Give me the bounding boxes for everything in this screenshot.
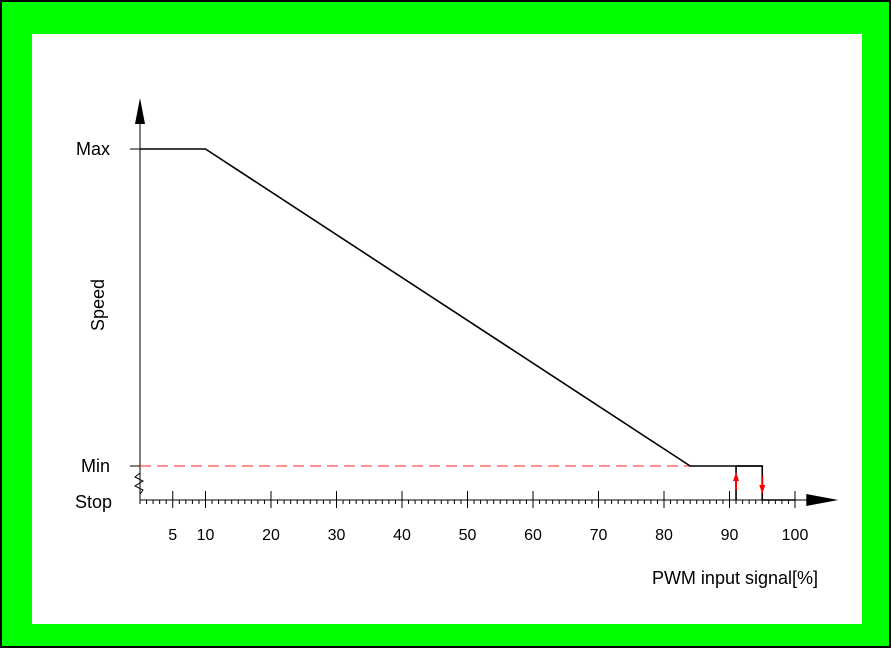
x-tick-label: 60	[524, 527, 542, 544]
y-axis-break-zigzag	[133, 472, 145, 495]
x-tick-label: 80	[655, 527, 673, 544]
x-tick-label: 70	[590, 527, 608, 544]
stop-arrow-down-icon	[759, 485, 766, 494]
x-ticks: 5 10 20 30 40 50 60 70 80 90 100	[139, 491, 809, 544]
restart-arrow-up-icon	[733, 472, 740, 481]
x-tick-label: 10	[197, 527, 215, 544]
y-label-min: Min	[81, 456, 110, 476]
x-axis-title: PWM input signal[%]	[652, 568, 818, 588]
x-tick-label: 90	[721, 527, 739, 544]
x-tick-label: 50	[459, 527, 477, 544]
y-label-stop: Stop	[75, 492, 112, 512]
x-tick-label: 100	[782, 527, 809, 544]
x-tick-label: 5	[168, 527, 177, 544]
x-tick-label: 20	[262, 527, 280, 544]
y-label-max: Max	[76, 139, 110, 159]
x-tick-label: 40	[393, 527, 411, 544]
x-tick-label: 30	[328, 527, 346, 544]
x-axis-arrowhead	[806, 494, 839, 506]
y-axis-title: Speed	[88, 279, 108, 331]
series	[140, 148, 795, 501]
speed-curve	[140, 148, 795, 501]
y-axis-arrowhead	[135, 98, 145, 124]
axes	[130, 98, 839, 506]
chart-panel	[32, 34, 862, 624]
